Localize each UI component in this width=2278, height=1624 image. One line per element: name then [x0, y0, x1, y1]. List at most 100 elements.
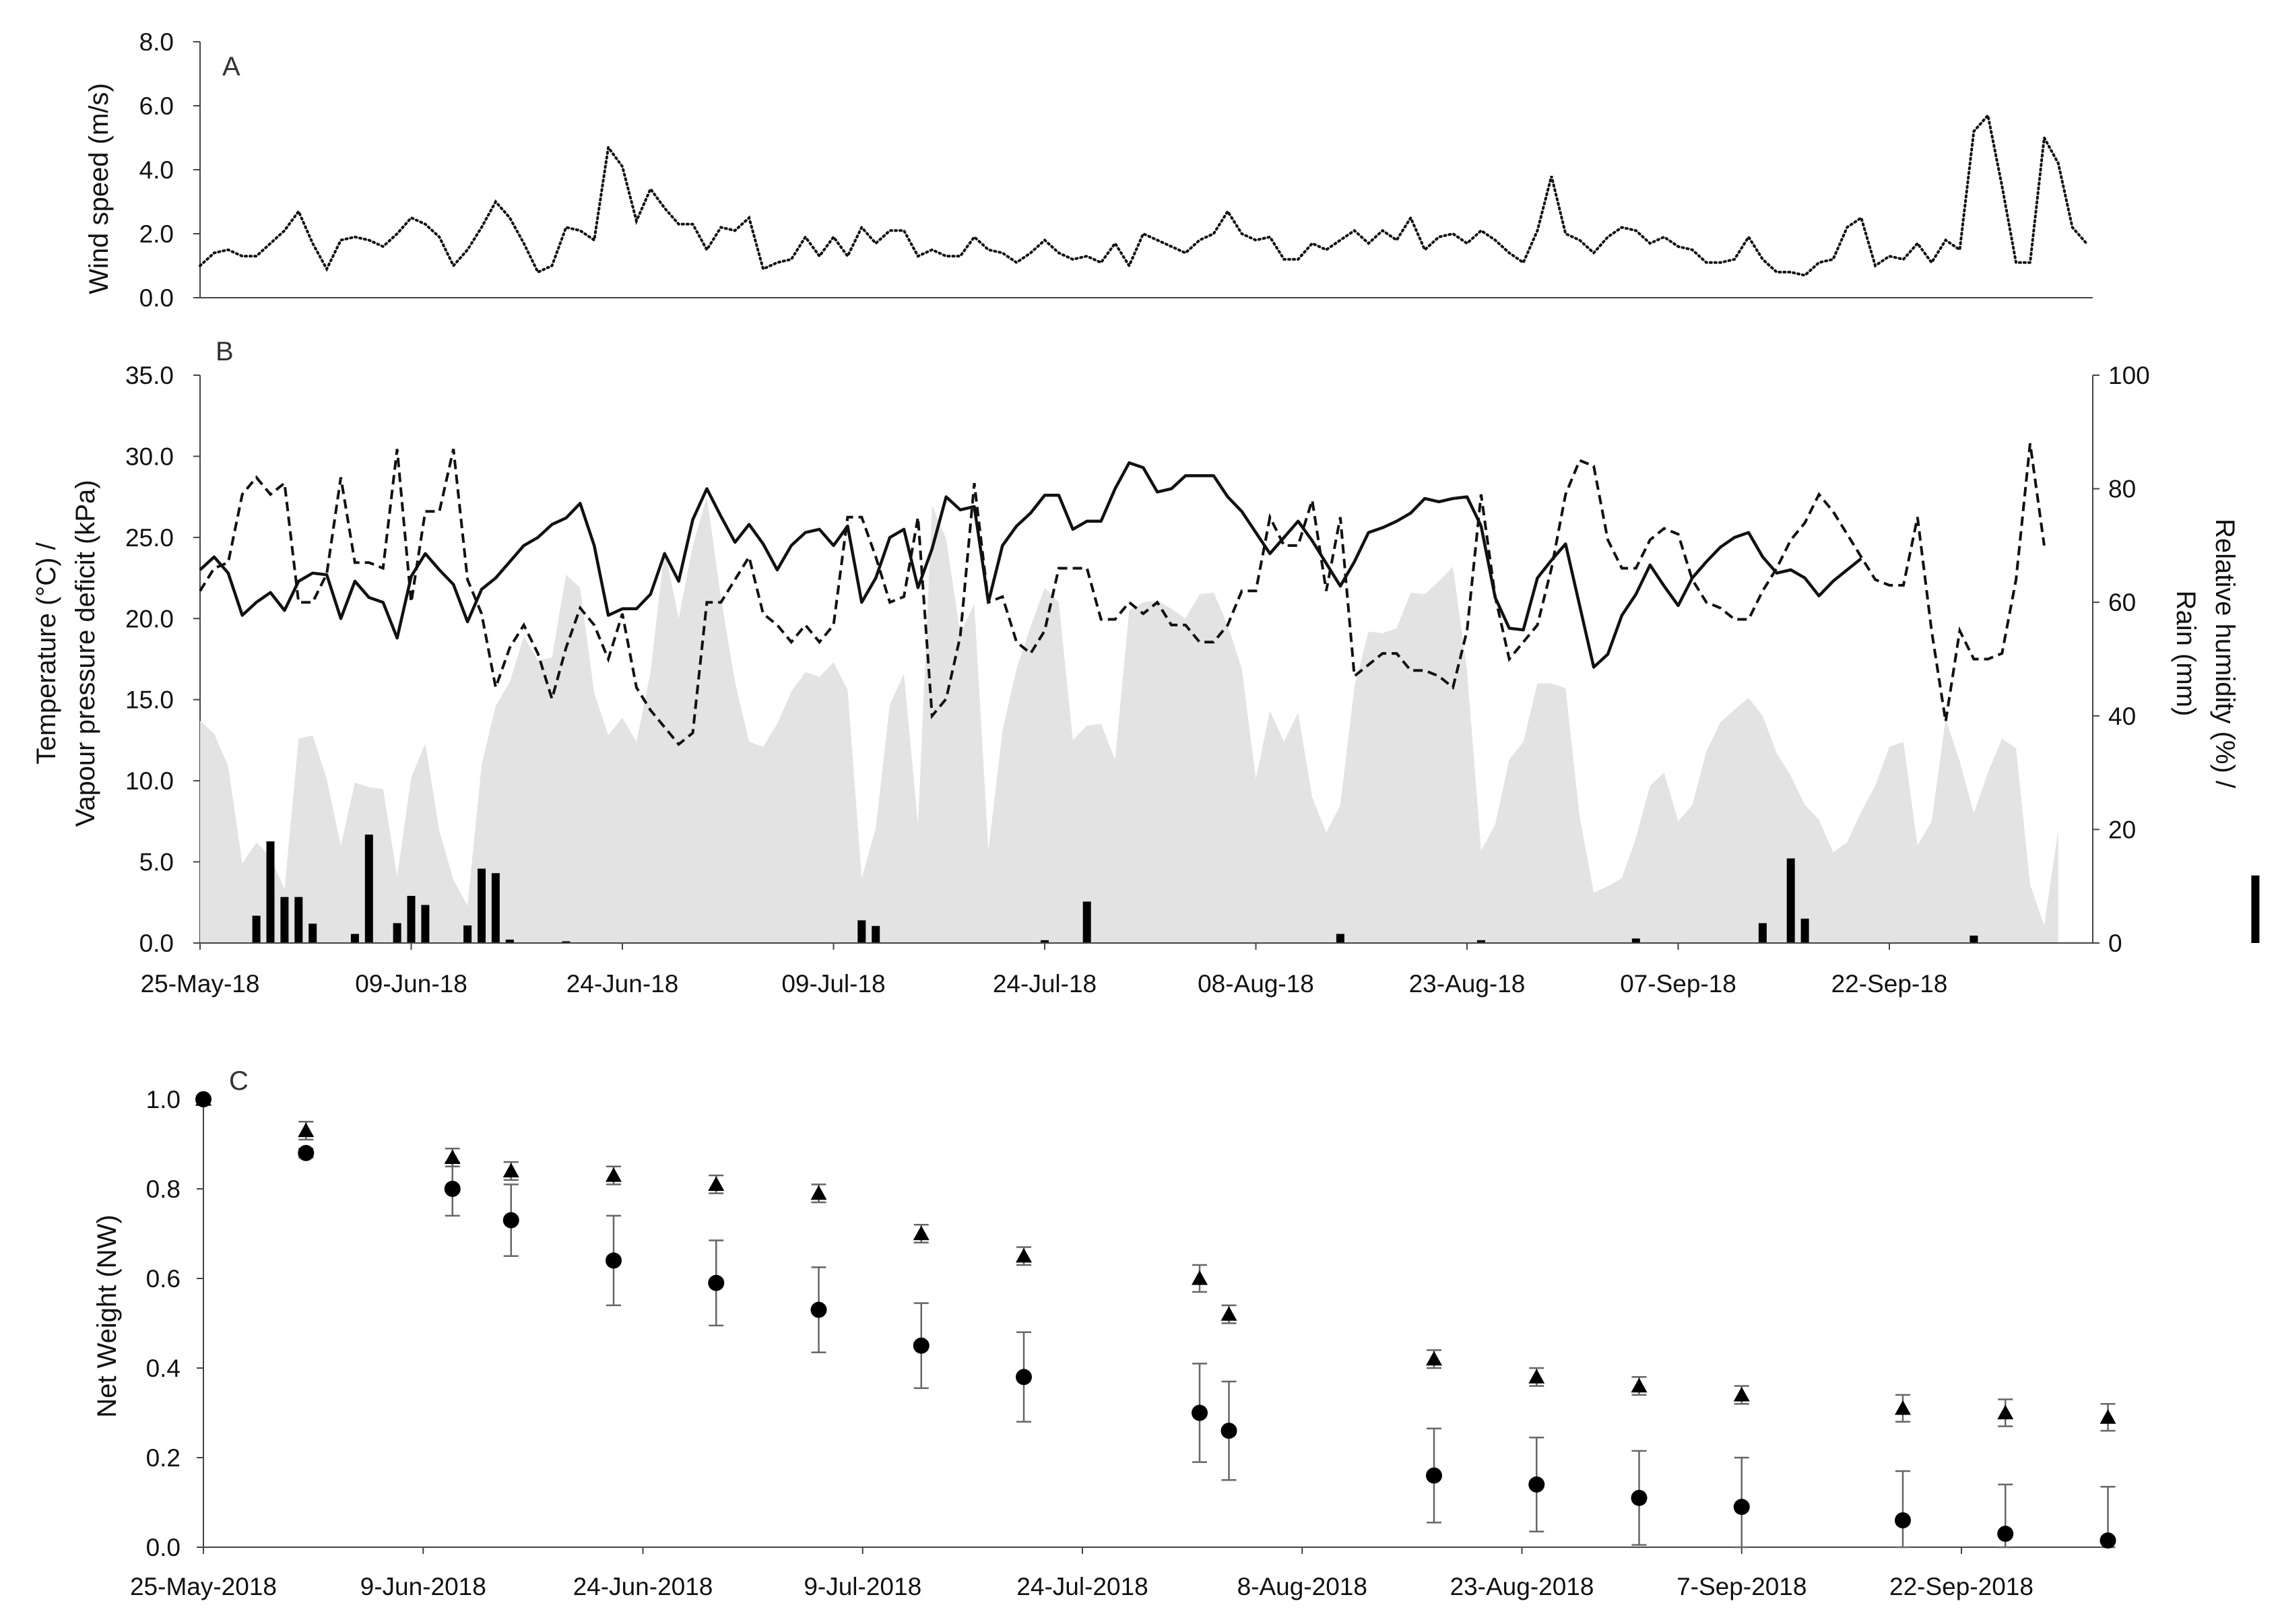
panel-c-x-tick: 24-Jun-2018 [573, 1573, 713, 1600]
panel-c-x-tick: 9-Jun-2018 [360, 1573, 486, 1600]
wind-speed-line [199, 112, 2088, 277]
panel-c-x-tick: 23-Aug-2018 [1450, 1573, 1594, 1600]
circle-marker [2100, 1532, 2116, 1549]
circle-marker [444, 1181, 461, 1197]
relative-humidity-line [199, 443, 2046, 746]
circle-marker [1426, 1467, 1442, 1484]
panel-a-y-tick: 2.0 [139, 220, 174, 248]
panel-b-left-y-tick: 30.0 [125, 443, 174, 470]
panel-b-right-y-tick: 100 [2108, 362, 2150, 389]
panel-b-right-y-tick: 40 [2108, 703, 2136, 730]
circle-marker [1221, 1423, 1237, 1439]
panel-c-x-tick: 24-Jul-2018 [1016, 1573, 1148, 1600]
panel-c-x-tick: 22-Sep-2018 [1889, 1573, 2033, 1600]
triangle-marker [1895, 1400, 1911, 1415]
triangle-marker [606, 1167, 622, 1182]
panel-b-right-y-tick: 60 [2108, 589, 2136, 616]
rain-bar [857, 920, 866, 943]
panel-a-wind-speed: A Wind speed (m/s) 8.0 6.0 4.0 2.0 0.0 [84, 28, 2093, 312]
circle-marker [606, 1252, 622, 1269]
panel-c-label: C [229, 1066, 249, 1096]
panel-c-x-tick: 8-Aug-2018 [1237, 1573, 1367, 1600]
rain-bar [1758, 923, 1767, 943]
panel-c-x-tick: 7-Sep-2018 [1677, 1573, 1807, 1600]
circle-marker [1631, 1489, 1648, 1506]
rain-bar [393, 923, 401, 943]
rain-bar [421, 905, 430, 943]
circle-series [195, 1091, 2116, 1549]
panel-b-right-y-label-2: Rain (mm) [2171, 591, 2201, 717]
rain-bars [252, 835, 2260, 943]
circle-marker [1895, 1512, 1911, 1529]
circle-marker [708, 1274, 725, 1291]
rain-bar [1800, 918, 1809, 943]
panel-a-y-tick: 8.0 [139, 28, 174, 56]
panel-c-y-tick: 0.2 [146, 1444, 181, 1472]
rain-bar [266, 841, 275, 943]
triangle-marker [1733, 1386, 1750, 1402]
rain-bar [252, 915, 261, 943]
rain-bar [1476, 940, 1485, 943]
panel-c-y-tick: 1.0 [146, 1086, 181, 1113]
rain-bar [562, 941, 571, 943]
panel-b-x-tick: 24-Jun-18 [566, 970, 679, 998]
rain-bar [294, 897, 303, 943]
rain-bar [478, 868, 486, 943]
temperature-line [199, 461, 1862, 669]
rain-bar [1336, 934, 1344, 943]
triangle-marker [1016, 1247, 1032, 1263]
rain-bar [308, 923, 317, 943]
panel-b-left-y-tick: 25.0 [125, 524, 174, 552]
panel-b-x-tick: 25-May-18 [141, 970, 260, 998]
circle-marker [1733, 1499, 1750, 1516]
triangle-marker [195, 1091, 211, 1106]
triangle-marker [2100, 1409, 2116, 1424]
panel-c-y-axis-label: Net Weight (NW) [92, 1214, 122, 1418]
panel-b-weather: B Temperature (°C) / Vapour pressure def… [32, 337, 2260, 998]
triangle-marker [1997, 1404, 2014, 1420]
circle-marker [502, 1212, 519, 1229]
panel-a-label: A [222, 52, 240, 82]
circle-marker [810, 1301, 827, 1318]
panel-b-left-y-tick: 0.0 [139, 930, 174, 957]
panel-a-y-tick: 6.0 [139, 92, 174, 120]
panel-b-left-y-tick: 20.0 [125, 605, 174, 632]
panel-b-x-tick: 09-Jul-18 [781, 970, 885, 998]
panel-c-y-tick: 0.0 [146, 1534, 181, 1561]
panel-b-left-y-tick: 5.0 [139, 849, 174, 876]
panel-b-left-y-tick: 35.0 [125, 362, 174, 389]
panel-c-net-weight: C Net Weight (NW) 0.0 0.2 0.4 0.6 0.8 1.0 25-M… [92, 1066, 2116, 1600]
triangle-marker [1631, 1377, 1648, 1393]
triangle-marker [1221, 1306, 1237, 1321]
panel-b-right-y-tick: 0 [2108, 930, 2122, 957]
rain-bar [872, 925, 880, 943]
triangle-marker [502, 1163, 519, 1177]
triangle-series [195, 1091, 2116, 1432]
circle-marker [1192, 1404, 1208, 1421]
panel-c-y-tick: 0.8 [146, 1175, 181, 1203]
rain-bar [2251, 875, 2260, 943]
panel-b-x-tick: 07-Sep-18 [1620, 970, 1736, 998]
panel-c-x-tick: 9-Jul-2018 [804, 1573, 921, 1600]
panel-b-left-y-label-1: Temperature (°C) / [32, 542, 61, 764]
triangle-marker [1192, 1270, 1208, 1285]
panel-b-left-y-tick: 10.0 [125, 767, 174, 795]
rain-bar [491, 873, 500, 943]
panel-c-x-tick: 25-May-2018 [130, 1573, 277, 1600]
rain-bar [505, 939, 514, 943]
triangle-marker [913, 1225, 930, 1241]
rain-bar [1041, 940, 1049, 943]
panel-b-left-y-tick: 15.0 [125, 686, 174, 714]
panel-a-y-tick: 0.0 [139, 284, 174, 312]
rain-bar [1082, 901, 1091, 943]
panel-b-x-tick: 24-Jul-18 [993, 970, 1097, 998]
circle-marker [1997, 1526, 2014, 1542]
panel-b-right-y-tick: 80 [2108, 476, 2136, 503]
rain-bar [364, 835, 373, 943]
rain-bar [350, 934, 359, 943]
rain-bar [280, 897, 289, 943]
triangle-marker [1528, 1369, 1545, 1384]
panel-b-x-tick: 08-Aug-18 [1198, 970, 1314, 998]
circle-marker [1528, 1476, 1545, 1493]
